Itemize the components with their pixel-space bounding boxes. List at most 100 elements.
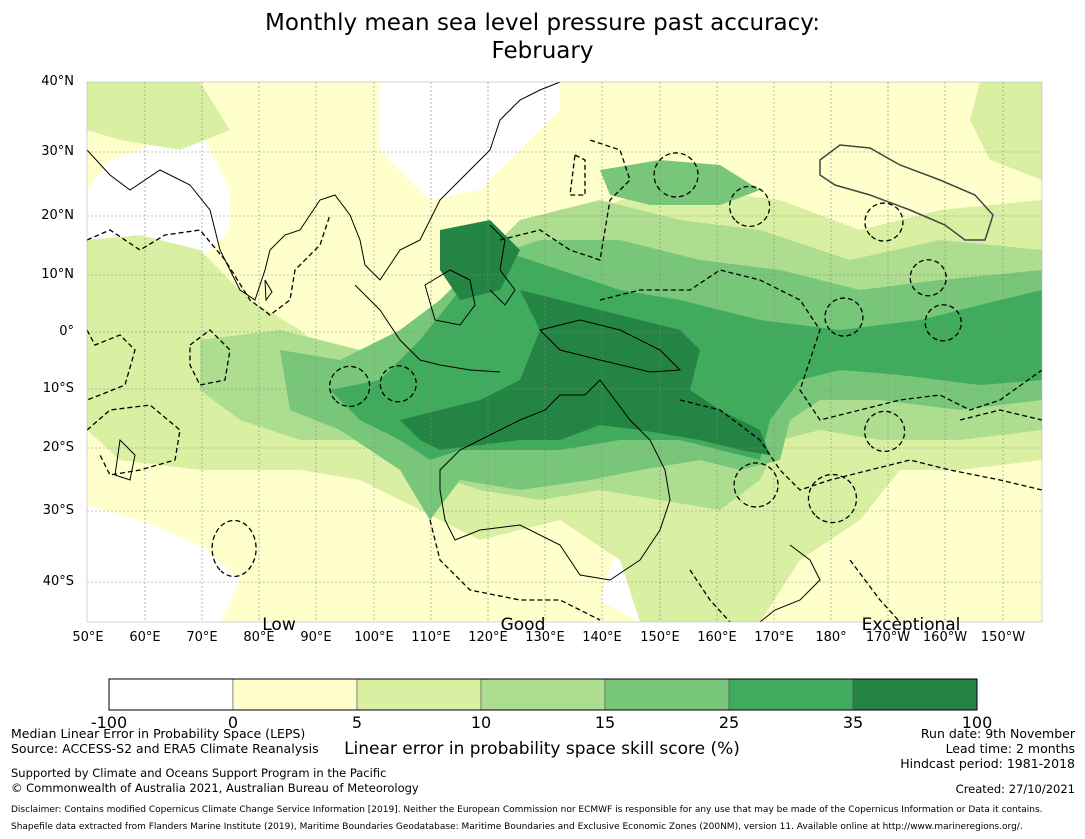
eez-line-13 <box>824 297 864 337</box>
eez-line-2 <box>87 329 136 401</box>
footer-shapefile-credit: Shapefile data extracted from Flanders M… <box>11 822 1023 832</box>
lat-label: 40°S <box>42 574 74 589</box>
eez-line-6 <box>379 365 417 403</box>
lon-label: 180° <box>815 630 847 645</box>
eez-line-4 <box>87 404 181 476</box>
eez-line-1 <box>87 214 331 316</box>
coastlines <box>87 82 821 622</box>
colorbar-tick-label: 15 <box>594 713 616 732</box>
eez-line-10 <box>728 185 771 228</box>
lon-label: 50°E <box>72 630 104 645</box>
eez-line-16 <box>807 473 858 524</box>
colorbar-title: Linear error in probability space skill … <box>344 739 740 759</box>
highlight-contour-npac <box>819 144 994 241</box>
footer-lead-time: Lead time: 2 months <box>945 741 1075 756</box>
colorbar-outline <box>108 678 978 711</box>
skill-field-35-100 <box>400 290 770 455</box>
eez-line-15 <box>733 462 779 508</box>
skill-field-negative-southwest <box>87 505 240 622</box>
eez-line-3 <box>189 329 231 386</box>
eez-line-11 <box>864 202 904 242</box>
footer-created: Created: 27/10/2021 <box>955 782 1075 796</box>
skill-map <box>86 81 1043 623</box>
lon-label: 80°E <box>243 630 275 645</box>
lon-label: 120°E <box>468 630 508 645</box>
coast-philippines <box>489 224 516 306</box>
lon-label: 150°W <box>980 630 1026 645</box>
lon-label: 60°E <box>129 630 161 645</box>
footer-copyright: © Commonwealth of Australia 2021, Austra… <box>11 781 419 795</box>
lon-label: 110°E <box>411 630 451 645</box>
lat-label: 20°N <box>41 208 74 223</box>
annotation-good: Good <box>500 615 546 635</box>
coast-borneo <box>424 269 476 326</box>
coast-australia <box>439 379 671 581</box>
colorbar-bin <box>108 678 234 711</box>
skill-field-15-25-npac <box>600 160 760 205</box>
colorbar-bin <box>604 678 730 711</box>
eez-line-24 <box>849 559 901 622</box>
lat-label: 30°S <box>42 503 74 518</box>
colorbar-bin <box>728 678 854 711</box>
eez-line-8 <box>429 519 601 621</box>
chart-title-line2: February <box>491 38 594 64</box>
lon-label: 160°W <box>922 630 968 645</box>
colorbar-tick-label: 100 <box>961 713 993 732</box>
chart-title-line1: Monthly mean sea level pressure past acc… <box>265 10 820 36</box>
eez-line-20 <box>679 399 1042 491</box>
skill-field-5-10-nw <box>87 82 230 150</box>
colorbar-bin <box>232 678 358 711</box>
eez-line-18 <box>499 139 631 261</box>
coast-madagascar <box>114 438 136 481</box>
lat-label: 10°N <box>41 267 74 282</box>
lon-label: 100°E <box>354 630 394 645</box>
lon-label: 170°W <box>865 630 911 645</box>
footer-method: Median Linear Error in Probability Space… <box>11 726 306 741</box>
colorbar-tick-label: 10 <box>470 713 492 732</box>
lat-label: 0° <box>59 324 74 339</box>
eez-line-5 <box>328 365 371 408</box>
coast-new-zealand <box>759 544 821 622</box>
lon-label: 70°E <box>186 630 218 645</box>
coast-sumatra-java <box>354 284 501 373</box>
footer-disclaimer: Disclaimer: Contains modified Copernicus… <box>11 805 1043 815</box>
eez-line-22 <box>959 409 1042 421</box>
lon-label: 90°E <box>300 630 332 645</box>
lon-label: 130°E <box>525 630 565 645</box>
colorbar-tick-label: 25 <box>718 713 740 732</box>
lon-label: 170°E <box>754 630 794 645</box>
lat-label: 30°N <box>41 144 74 159</box>
colorbar-tick-label: -100 <box>90 713 128 732</box>
lon-label: 160°E <box>697 630 737 645</box>
eez-line-17 <box>599 269 1042 421</box>
eez-line-14 <box>924 304 962 342</box>
annotation-low: Low <box>262 615 296 635</box>
colorbar-bin <box>480 678 606 711</box>
colorbar-tick-label: 5 <box>351 713 363 732</box>
colorbar-bin <box>356 678 482 711</box>
eez-line-21 <box>863 410 906 453</box>
footer-support: Supported by Climate and Oceans Support … <box>11 766 387 780</box>
eez-line-12 <box>909 259 947 297</box>
skill-field-negative-china <box>380 82 560 200</box>
colorbar-tick-label: 35 <box>842 713 864 732</box>
eez-line-7 <box>211 519 257 578</box>
skill-field-5-10-ne <box>970 82 1042 180</box>
colorbar-bin <box>852 678 978 711</box>
eez-boundaries <box>87 139 1042 622</box>
eez-line-23 <box>689 569 731 622</box>
colorbar-tick-label: 0 <box>227 713 239 732</box>
lat-label: 40°N <box>41 74 74 89</box>
coast-new-guinea <box>539 319 682 373</box>
lat-label: 10°S <box>42 381 74 396</box>
annotation-exceptional: Exceptional <box>861 615 961 635</box>
eez-line-19 <box>569 154 586 196</box>
eez-line-9 <box>653 152 699 198</box>
graticule <box>87 82 1042 622</box>
footer-hindcast: Hindcast period: 1981-2018 <box>900 756 1075 771</box>
lon-label: 150°E <box>640 630 680 645</box>
footer-run-date: Run date: 9th November <box>920 726 1075 741</box>
coast-sri-lanka <box>264 279 273 302</box>
footer-source: Source: ACCESS-S2 and ERA5 Climate Reana… <box>11 741 319 756</box>
